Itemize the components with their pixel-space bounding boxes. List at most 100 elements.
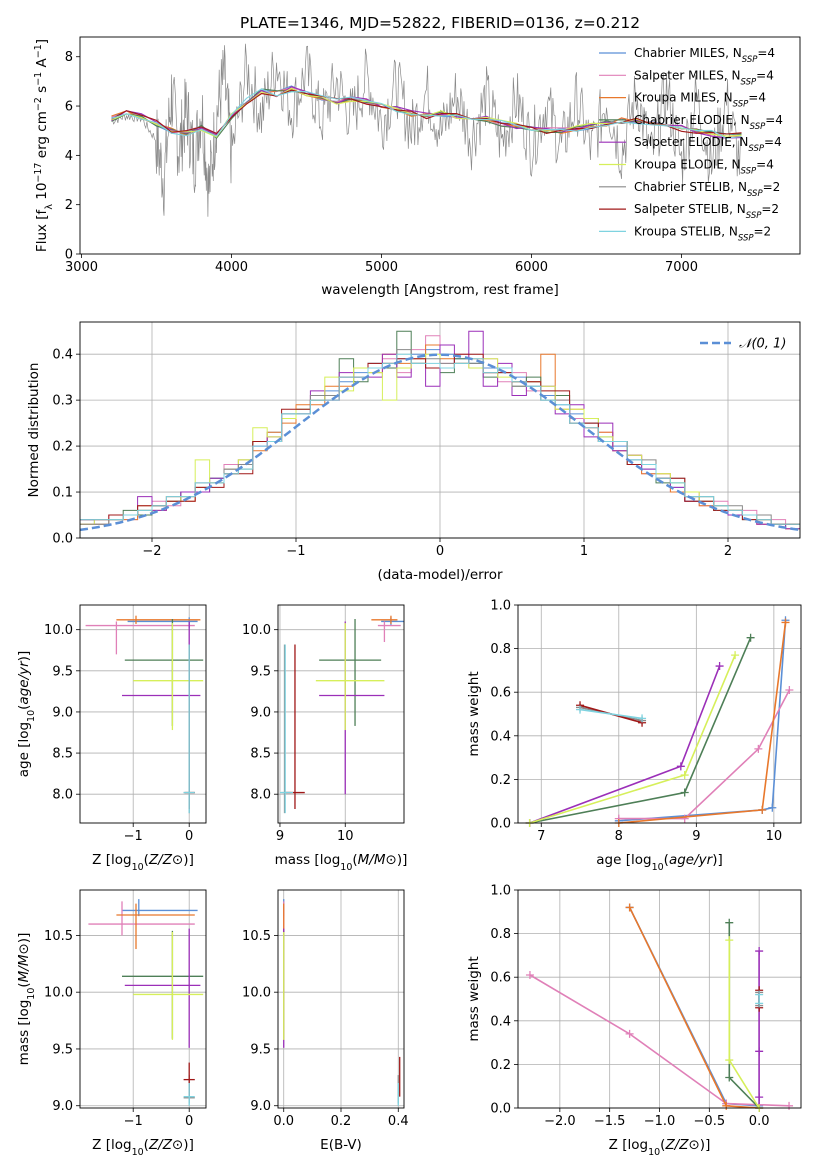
y-tick-label: 0.2	[490, 773, 511, 788]
histogram-step	[80, 353, 800, 538]
errorbar-layer	[85, 615, 204, 814]
x-tick-label: 4000	[215, 260, 248, 275]
y-tick-label: 9.5	[250, 664, 271, 679]
x-tick-label: −1.5	[594, 1114, 626, 1129]
y-tick-label: 1.0	[490, 884, 511, 899]
legend-entry: Salpeter STELIB, NSSP=2	[634, 202, 779, 221]
y-tick-label: 1.0	[490, 599, 511, 614]
y-tick-label: 0.1	[52, 486, 73, 501]
y-tick-label: 10.5	[242, 929, 271, 944]
observed-spectrum	[111, 43, 741, 217]
y-tick-label: 0.4	[52, 348, 73, 363]
age_vs_Z-panel: −1 0 8.0 8.5 9.0 9.5 10.0 Z [log10(Z/Z⊙)] age [l…	[16, 604, 207, 873]
x-axis-label: Z [log10(Z/Z⊙)]	[92, 1137, 194, 1158]
x-tick-label: −0.5	[694, 1114, 726, 1129]
series-point	[576, 705, 585, 714]
y-tick-label: 9.0	[52, 1099, 73, 1114]
x-tick-label: 0	[185, 1114, 193, 1129]
errorbar-layer	[88, 899, 204, 1106]
y-tick-label: 0.2	[52, 440, 73, 455]
y-tick-label: 8.0	[52, 788, 73, 803]
x-tick-label: −1.0	[644, 1114, 676, 1129]
x-tick-label: −2.0	[544, 1114, 576, 1129]
x-tick-label: 0	[436, 544, 444, 559]
y-tick-label: 10.0	[242, 623, 271, 638]
axes-frame	[277, 889, 405, 1109]
series-point	[680, 788, 689, 797]
mass_vs_ebv-panel: 0.0 0.2 0.4 9.0 9.5 10.0 10.5 E(B-V)	[242, 889, 409, 1153]
y-axis-label: age [log10(age/yr)]	[16, 651, 37, 777]
series-line	[579, 708, 643, 720]
y-axis-label: mass weight	[466, 671, 482, 756]
plot-area	[80, 37, 800, 254]
legend-entry: Kroupa ELODIE, NSSP=4	[634, 158, 774, 177]
model-spectrum	[111, 86, 742, 139]
legend-entry: Chabrier MILES, NSSP=4	[634, 46, 775, 65]
series-point	[722, 1101, 731, 1110]
axes-frame	[277, 604, 405, 824]
x-tick-label: 8	[615, 829, 623, 844]
series-point	[755, 990, 764, 999]
y-tick-label: 0.3	[52, 394, 73, 409]
series-point	[785, 1101, 794, 1110]
x-tick-label: 9	[276, 829, 284, 844]
axes-frame	[517, 889, 802, 1109]
series-point	[746, 633, 755, 642]
model-spectrum	[111, 88, 742, 139]
y-tick-label: 0.0	[52, 532, 73, 547]
x-axis-label: mass [log10(M/M⊙)]	[275, 852, 408, 873]
y-tick-label: 9.0	[250, 705, 271, 720]
weight_vs_Z-panel: −2.0 −1.5 −1.0 −0.5 0.0 0.0 0.2 0.4 0.6 0.8 1.0 Z […	[466, 884, 802, 1158]
legend-entry: Kroupa MILES, NSSP=4	[634, 91, 766, 110]
axes-frame	[79, 604, 207, 824]
axes-frame	[79, 36, 801, 255]
model-spectrum	[111, 88, 742, 139]
series-point	[725, 1073, 734, 1082]
y-tick-label: 9.5	[52, 664, 73, 679]
x-axis-label: age [log10(age/yr)]	[596, 852, 722, 873]
series-point	[525, 971, 534, 980]
weight_vs_age-panel: 7 8 9 10 0.0 0.2 0.4 0.6 0.8 1.0 age [log10(age/yr…	[466, 599, 802, 873]
y-axis-label: Flux [fλ 10−17 erg cm−2 s−1 A−1]	[33, 39, 55, 252]
series-point	[725, 936, 734, 945]
y-tick-label: 9.0	[250, 1099, 271, 1114]
x-axis-label: wavelength [Angstrom, rest frame]	[321, 282, 559, 298]
errorbar-layer	[279, 615, 404, 814]
y-tick-label: 0.2	[490, 1058, 511, 1073]
y-tick-label: 8.5	[250, 747, 271, 762]
y-tick-label: 10.0	[242, 986, 271, 1001]
y-axis-label: Normed distribution	[26, 363, 42, 498]
legend-entry: Salpeter ELODIE, NSSP=4	[634, 135, 782, 154]
y-tick-label: 8.5	[52, 747, 73, 762]
x-tick-label: 3000	[65, 260, 98, 275]
y-tick-label: 6	[65, 100, 73, 115]
model-spectrum	[111, 87, 742, 138]
y-tick-label: 10.0	[44, 986, 73, 1001]
y-tick-label: 9.0	[52, 705, 73, 720]
x-tick-label: −1	[124, 1114, 143, 1129]
series-point	[755, 1047, 764, 1056]
series-point	[768, 803, 777, 812]
series-point	[625, 903, 634, 912]
series-point	[725, 1056, 734, 1065]
y-tick-label: 8	[65, 50, 73, 65]
series-point	[680, 814, 689, 823]
axes-frame	[79, 889, 207, 1109]
axes-frame	[517, 604, 802, 824]
x-tick-label: 9	[692, 829, 700, 844]
x-tick-label: −1	[286, 544, 305, 559]
series-point	[758, 805, 767, 814]
x-tick-label: −1	[124, 829, 143, 844]
histogram-layer	[80, 330, 800, 538]
x-tick-label: 7000	[665, 260, 698, 275]
y-tick-label: 0.0	[490, 1102, 511, 1117]
spectrum-curves	[111, 43, 742, 217]
x-axis-label: Z [log10(Z/Z⊙)]	[609, 1137, 711, 1158]
residuals-panel: −2 −1 0 1 2 0.0 0.1 0.2 0.3 0.4 (data-model)/error…	[26, 321, 801, 583]
model-spectrum	[111, 89, 742, 135]
mass_vs_Z-panel: −1 0 9.0 9.5 10.0 10.5 Z [log10(Z/Z⊙)] mass [lo…	[16, 889, 207, 1158]
y-tick-label: 2	[65, 198, 73, 213]
x-tick-label: 0.4	[388, 1114, 409, 1129]
legend-entry: Salpeter MILES, NSSP=4	[634, 68, 774, 87]
